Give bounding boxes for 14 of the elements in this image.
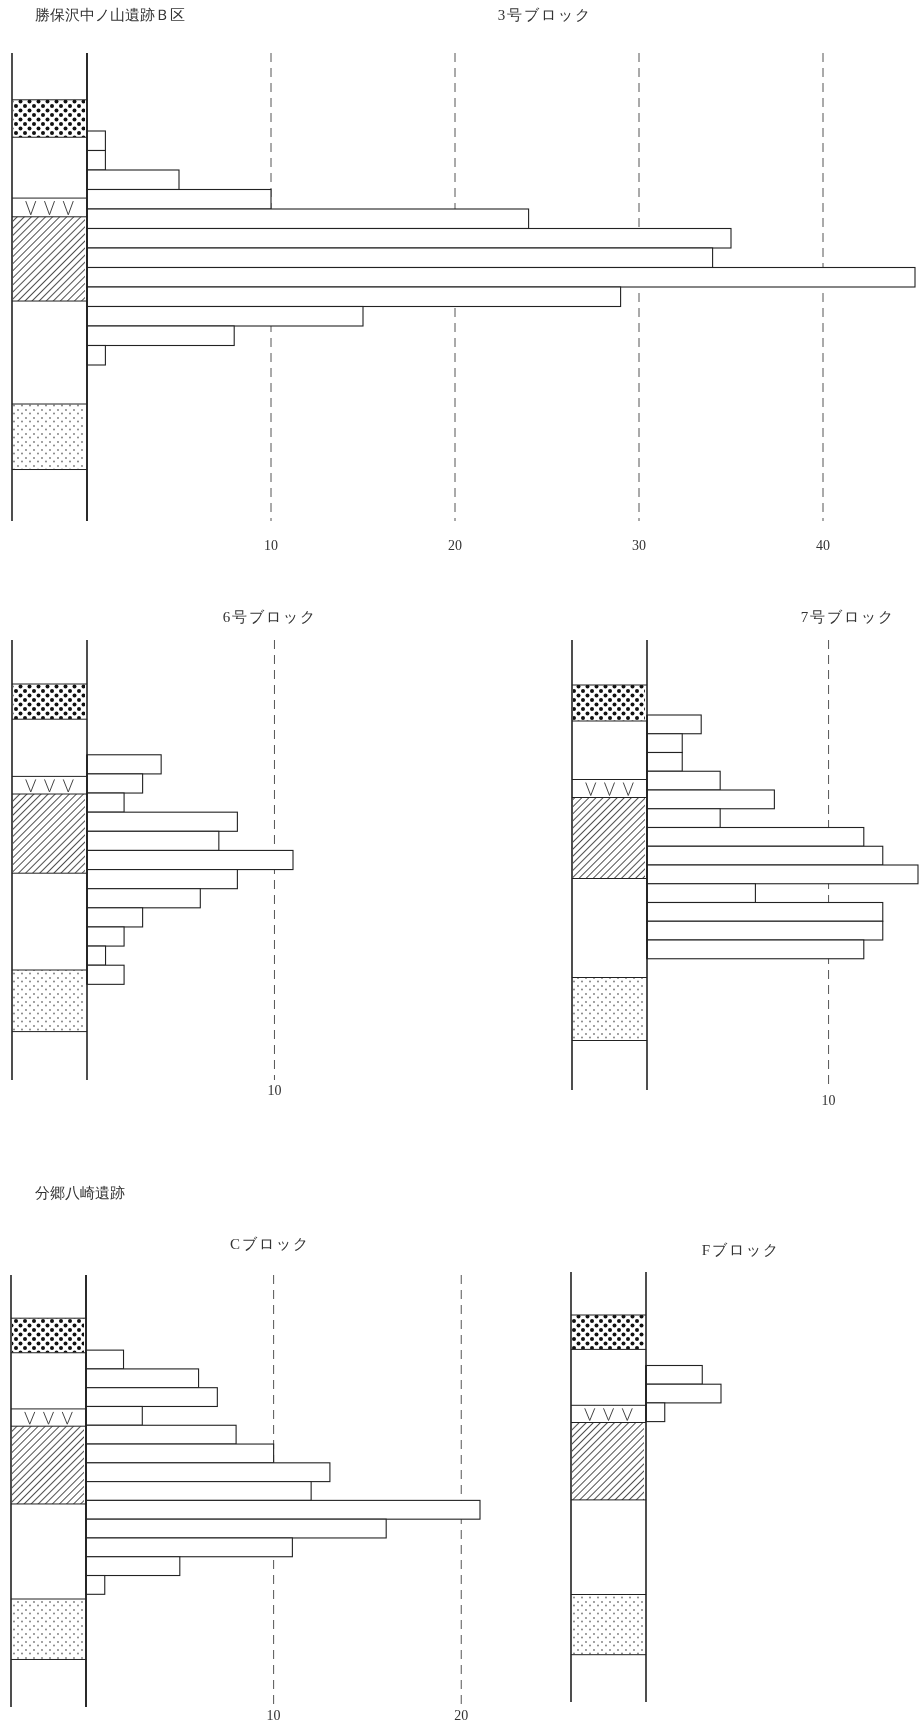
text: 勝保沢中ノ山遺跡Ｂ区 (35, 7, 185, 23)
x-tick-label: 10 (264, 538, 278, 553)
x-tick-label: 20 (448, 538, 462, 553)
text: 分郷八崎遺跡 (35, 1185, 125, 1201)
chart-title: Cブロック (229, 1236, 311, 1252)
x-tick-label: 40 (816, 538, 830, 553)
text: 10 (267, 1083, 282, 1098)
chart-title: Fブロック (701, 1242, 781, 1258)
x-tick-label: 30 (632, 538, 646, 553)
chart-title: 6号ブロック (222, 609, 318, 625)
text: 10 (821, 1093, 836, 1108)
chart-title: 7号ブロック (800, 609, 896, 625)
x-tick-label: 20 (454, 1708, 469, 1723)
chart-title: 3号ブロック (497, 7, 593, 23)
